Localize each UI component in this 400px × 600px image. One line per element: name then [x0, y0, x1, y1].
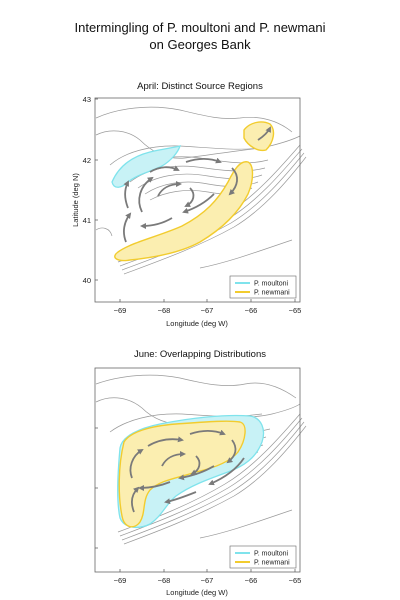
panel2-xtick-3: −66: [245, 576, 258, 585]
panel1-map: −69 −68 −67 −66 −65 43 42 41 40 Longitud…: [71, 95, 307, 328]
panel1-xtick-2: −67: [201, 306, 214, 315]
panel1-ytick-3: 40: [83, 276, 91, 285]
panel2-xtick-1: −68: [158, 576, 171, 585]
figure-title-line2: on Georges Bank: [149, 37, 251, 52]
panel1-newmani-region-south: [114, 161, 254, 262]
panel2-title: June: Overlapping Distributions: [133, 349, 266, 360]
panel1-ytick-0: 43: [83, 95, 91, 104]
panel1-ytick-2: 41: [83, 216, 91, 225]
panel1-legend: P. moultoni P. newmani: [229, 275, 297, 299]
panel1-frame: [94, 97, 301, 303]
panel1-newmani-region-northeast: [243, 121, 275, 152]
panel1-xtick-0: −69: [114, 306, 127, 315]
figure-title-line1: Intermingling of P. moultoni and P. newm…: [74, 20, 326, 35]
panel2-legend-newmani: P. newmani: [254, 560, 290, 567]
panel1-ylabel: Latitude (deg N): [71, 173, 80, 227]
panel2-frame: [94, 367, 301, 573]
panel2-xlabel: Longitude (deg W): [166, 588, 228, 597]
panel2-legend-moultoni: P. moultoni: [254, 551, 289, 558]
panel1-xtick-1: −68: [158, 306, 171, 315]
panel2-xtick-0: −69: [114, 576, 127, 585]
panel2-xtick-2: −67: [201, 576, 214, 585]
panel1-circulation-arrows: [123, 126, 271, 243]
panel2-map: −69 −68 −67 −66 −65 Longitude (deg W) P.…: [94, 367, 307, 597]
panel1-xtick-3: −66: [245, 306, 258, 315]
panel1-xtick-4: −65: [289, 306, 302, 315]
panel2-legend: P. moultoni P. newmani: [229, 545, 297, 569]
panel1-legend-newmani: P. newmani: [254, 290, 290, 297]
panel1-legend-moultoni: P. moultoni: [254, 281, 289, 288]
panel2-xtick-4: −65: [289, 576, 302, 585]
panel1-ytick-1: 42: [83, 156, 91, 165]
panel1-title: April: Distinct Source Regions: [137, 81, 263, 92]
panel2-circulation-arrows: [129, 429, 245, 513]
panel1-xlabel: Longitude (deg W): [166, 319, 228, 328]
